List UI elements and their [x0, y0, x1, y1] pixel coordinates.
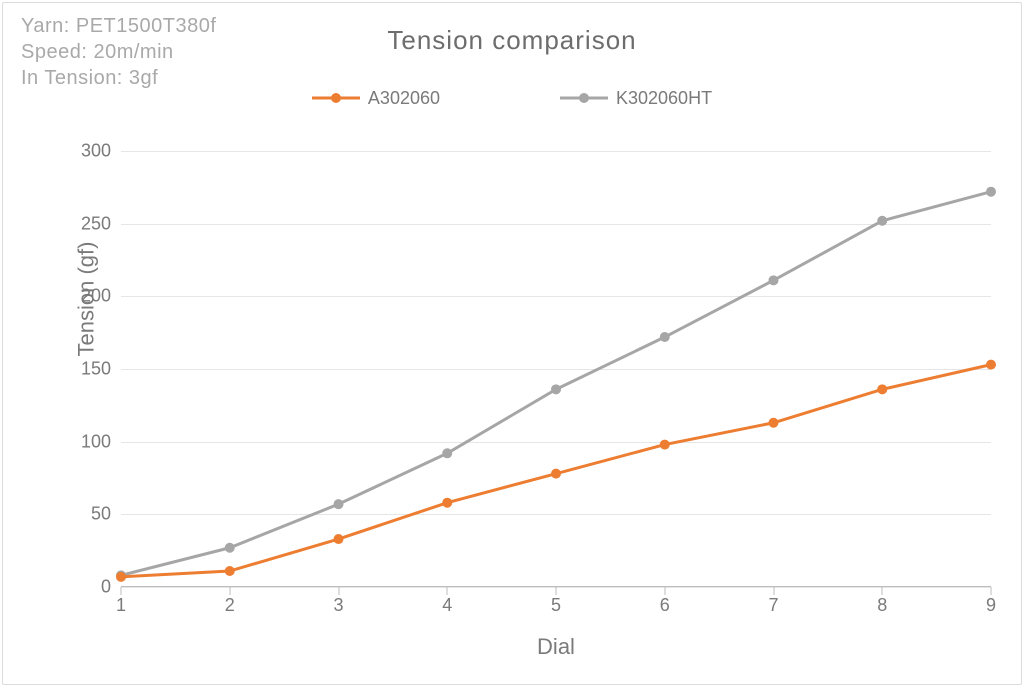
series-marker	[660, 440, 670, 450]
chart-card: Yarn: PET1500T380fSpeed: 20m/minIn Tensi…	[2, 2, 1022, 685]
legend-item: A302060	[312, 85, 440, 111]
x-tick-label: 3	[333, 587, 343, 616]
y-tick-label: 200	[81, 286, 121, 307]
x-tick-label: 5	[551, 587, 561, 616]
x-tick-label: 9	[986, 587, 996, 616]
series-line	[121, 192, 991, 576]
legend-label: K302060HT	[616, 88, 712, 109]
x-tick-label: 2	[225, 587, 235, 616]
series-marker	[334, 534, 344, 544]
series-marker	[225, 543, 235, 553]
chart-title: Tension comparison	[3, 25, 1021, 56]
x-tick-label: 6	[660, 587, 670, 616]
x-tick-label: 7	[768, 587, 778, 616]
series-marker	[551, 384, 561, 394]
series-marker	[986, 187, 996, 197]
series-marker	[769, 275, 779, 285]
series-marker	[769, 418, 779, 428]
series-marker	[551, 469, 561, 479]
series-marker	[986, 360, 996, 370]
plot-area: 050100150200250300123456789	[121, 151, 991, 587]
series-marker	[660, 332, 670, 342]
x-tick-label: 4	[442, 587, 452, 616]
legend-swatch	[312, 92, 360, 104]
legend-swatch	[560, 92, 608, 104]
y-tick-label: 150	[81, 359, 121, 380]
y-tick-label: 300	[81, 141, 121, 162]
series-marker	[442, 448, 452, 458]
legend-item: K302060HT	[560, 85, 712, 111]
x-axis-label: Dial	[121, 634, 991, 660]
y-tick-label: 250	[81, 213, 121, 234]
x-tick-label: 1	[116, 587, 126, 616]
series-marker	[442, 498, 452, 508]
series-marker	[225, 566, 235, 576]
y-tick-label: 100	[81, 431, 121, 452]
chart-legend: A302060 K302060HT	[3, 85, 1021, 111]
legend-label: A302060	[368, 88, 440, 109]
y-tick-label: 50	[91, 504, 121, 525]
series-marker	[334, 499, 344, 509]
x-tick-label: 8	[877, 587, 887, 616]
series-svg	[121, 151, 991, 587]
series-marker	[877, 216, 887, 226]
series-marker	[877, 384, 887, 394]
